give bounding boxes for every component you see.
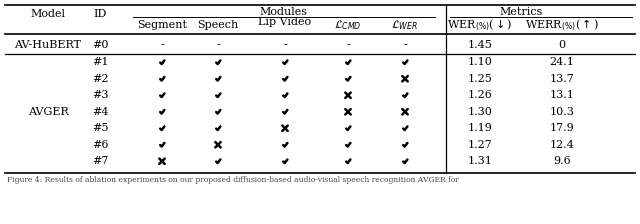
Text: -: - bbox=[283, 40, 287, 50]
Text: Figure 4: Results of ablation experiments on our proposed diffusion-based audio-: Figure 4: Results of ablation experiment… bbox=[7, 175, 459, 183]
Text: 0: 0 bbox=[559, 40, 566, 50]
Text: 1.31: 1.31 bbox=[468, 156, 492, 166]
Text: #7: #7 bbox=[92, 156, 108, 166]
Text: 1.30: 1.30 bbox=[468, 107, 492, 117]
Text: $\mathcal{L}_{WER}$: $\mathcal{L}_{WER}$ bbox=[392, 18, 419, 32]
Text: AVGER: AVGER bbox=[28, 107, 68, 117]
Text: -: - bbox=[346, 40, 350, 50]
Text: #0: #0 bbox=[92, 40, 108, 50]
Text: 13.7: 13.7 bbox=[550, 74, 574, 84]
Text: #4: #4 bbox=[92, 107, 108, 117]
Text: WER$_{(\%)}$($\downarrow$): WER$_{(\%)}$($\downarrow$) bbox=[447, 17, 513, 33]
Text: 24.1: 24.1 bbox=[550, 57, 575, 67]
Text: Segment: Segment bbox=[137, 20, 187, 30]
Text: #2: #2 bbox=[92, 74, 108, 84]
Text: 1.26: 1.26 bbox=[468, 90, 492, 100]
Text: 9.6: 9.6 bbox=[553, 156, 571, 166]
Text: Metrics: Metrics bbox=[499, 7, 543, 17]
Text: $\mathcal{L}_{CMD}$: $\mathcal{L}_{CMD}$ bbox=[334, 18, 362, 32]
Text: AV-HuBERT: AV-HuBERT bbox=[15, 40, 81, 50]
Text: -: - bbox=[403, 40, 407, 50]
Text: 17.9: 17.9 bbox=[550, 123, 574, 133]
Text: #5: #5 bbox=[92, 123, 108, 133]
Text: 1.27: 1.27 bbox=[468, 140, 492, 150]
Text: #3: #3 bbox=[92, 90, 108, 100]
Text: 1.45: 1.45 bbox=[468, 40, 492, 50]
Text: 1.10: 1.10 bbox=[468, 57, 492, 67]
Text: #6: #6 bbox=[92, 140, 108, 150]
Text: -: - bbox=[216, 40, 220, 50]
Text: #1: #1 bbox=[92, 57, 108, 67]
Text: 13.1: 13.1 bbox=[550, 90, 575, 100]
Text: 12.4: 12.4 bbox=[550, 140, 575, 150]
Text: Modules: Modules bbox=[259, 7, 307, 17]
Text: Model: Model bbox=[31, 9, 65, 19]
Text: 1.19: 1.19 bbox=[468, 123, 492, 133]
Text: WERR$_{(\%)}$($\uparrow$): WERR$_{(\%)}$($\uparrow$) bbox=[525, 17, 599, 33]
Text: -: - bbox=[160, 40, 164, 50]
Text: ID: ID bbox=[93, 9, 107, 19]
Text: 10.3: 10.3 bbox=[550, 107, 575, 117]
Text: Lip Video: Lip Video bbox=[259, 17, 312, 27]
Text: Speech: Speech bbox=[197, 20, 239, 30]
Text: 1.25: 1.25 bbox=[468, 74, 492, 84]
